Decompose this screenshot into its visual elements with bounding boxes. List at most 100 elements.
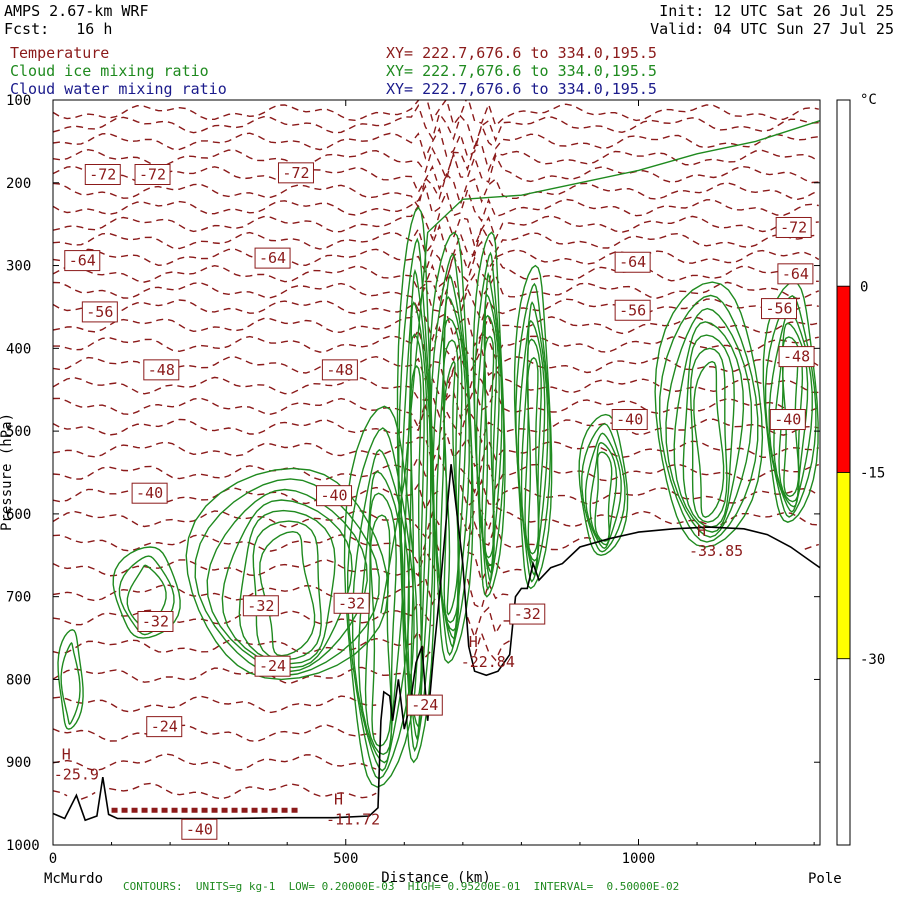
x-axis-label: Distance (km) — [381, 870, 491, 886]
x-tick-label: 500 — [333, 851, 358, 867]
temperature-label: -40 — [186, 820, 213, 838]
field-temperature-name: Temperature — [10, 44, 110, 62]
colorbar-label: -30 — [860, 652, 885, 668]
cloud-ice-contour — [762, 281, 819, 523]
cloud-ice-contour — [483, 335, 495, 559]
temperature-label: -56 — [619, 301, 646, 319]
temperature-contour-line — [53, 790, 68, 797]
temperature-contour-line — [53, 184, 819, 223]
field-cloud-ice-name: Cloud ice mixing ratio — [10, 62, 209, 80]
temperature-contours — [53, 100, 820, 813]
y-tick-label: 500 — [6, 424, 31, 440]
temperature-label-box — [316, 485, 353, 507]
cloud-ice-contour — [472, 231, 506, 598]
temperature-contour-line — [466, 578, 510, 610]
temperature-label: -32 — [514, 605, 541, 623]
temperature-contour-line — [53, 528, 441, 567]
y-tick-label: 100 — [6, 93, 31, 109]
temperature-contour-line — [53, 403, 819, 444]
temperature-label: -64 — [69, 252, 96, 270]
temperature-contour-line — [459, 505, 707, 535]
extremum-marker: H — [697, 522, 706, 540]
cloud-ice-contour — [693, 360, 725, 518]
temperature-label: -72 — [139, 166, 166, 184]
temperature-label-box — [242, 595, 279, 617]
temperature-contour-line — [53, 122, 819, 160]
temperature-contour-line — [53, 204, 819, 249]
temperature-labels: -72 -72 -72 -72 -64 -64 -64 -64 -56 -56 -56 -48 -48 -… — [64, 162, 815, 840]
temperature-contour-line — [459, 478, 820, 508]
temperature-label: -72 — [89, 166, 116, 184]
temperature-contour-line — [53, 151, 819, 194]
temperature-label-box — [611, 409, 648, 431]
cloud-ice-contour — [478, 293, 500, 575]
extremum-value: -25.9 — [54, 766, 99, 784]
temperature-label: -64 — [259, 249, 286, 267]
x-tick-label: 0 — [49, 851, 57, 867]
extremum-value: -11.72 — [326, 810, 380, 828]
temperature-label-box — [778, 346, 815, 368]
temperature-label: -48 — [326, 361, 353, 379]
temperature-label-box — [777, 263, 814, 285]
temperature-label-box — [769, 409, 806, 431]
temperature-label: -64 — [782, 265, 809, 283]
temperature-label-box — [333, 592, 370, 614]
cloud-ice-contour — [594, 451, 613, 542]
left-endpoint-label: McMurdo — [44, 871, 103, 887]
cloud-ice-contour — [513, 264, 553, 590]
temperature-label: -32 — [142, 613, 169, 631]
temperature-contour-line — [53, 753, 377, 772]
colorbar-band — [836, 285, 851, 473]
temperature-contour-line — [459, 463, 819, 495]
field-temperature-xy: XY= 222.7,676.6 to 334.0,195.5 — [386, 44, 657, 62]
temperature-contour-line — [53, 431, 819, 468]
temperature-label-box — [131, 482, 168, 504]
temperature-contour-line — [53, 172, 820, 209]
cloud-ice-contours — [57, 120, 820, 788]
temperature-contour-line — [53, 628, 433, 659]
cloud-ice-contour — [238, 509, 336, 665]
temperature-contour-line — [53, 576, 441, 606]
temperature-label-box — [64, 250, 101, 272]
cloud-ice-contour — [524, 338, 542, 562]
y-tick-label: 600 — [6, 507, 31, 523]
colorbar-label: -15 — [860, 466, 885, 482]
cloud-ice-contour — [673, 321, 745, 533]
field-cloud-water-name: Cloud water mixing ratio — [10, 80, 227, 98]
temperature-contour-line — [53, 240, 820, 283]
temperature-label: -32 — [247, 597, 274, 615]
y-tick-label: 200 — [6, 176, 31, 192]
temperature-label-box — [81, 301, 118, 323]
cloud-ice-contour — [682, 334, 735, 528]
temperature-contour-line — [53, 666, 412, 684]
temperature-label: -32 — [338, 594, 365, 612]
colorbar-band — [836, 472, 851, 660]
extrema-markers: H -25.9 H -11.72 H -22.84 H -33.85 — [54, 522, 743, 828]
temperature-contour-line — [473, 631, 511, 662]
cloud-ice-contour — [185, 467, 389, 681]
temperature-label: -24 — [151, 718, 178, 736]
cloud-ice-contour — [407, 333, 425, 716]
cloud-ice-contour — [429, 252, 473, 657]
cloud-ice-contour — [369, 514, 392, 748]
temperature-contour-line — [53, 100, 819, 127]
temperature-contour-line — [109, 782, 377, 800]
y-tick-label: 400 — [6, 341, 31, 357]
temperature-contour-line — [53, 308, 819, 347]
temperature-label-box — [146, 716, 183, 738]
temperature-label: -24 — [411, 696, 438, 714]
temperature-contour-line — [53, 104, 819, 150]
plot-frame — [52, 99, 821, 846]
temperature-label-box — [775, 216, 812, 238]
temperature-label: -40 — [774, 411, 801, 429]
y-axis-label: Pressure (hPa) — [0, 413, 15, 531]
field-cloud-ice-xy: XY= 222.7,676.6 to 334.0,195.5 — [386, 62, 657, 80]
temperature-label-box — [614, 251, 651, 273]
colorbar-unit: °C — [860, 92, 877, 108]
temperature-label: -48 — [783, 348, 810, 366]
temperature-label-box — [321, 359, 358, 381]
cloud-ice-contour — [364, 492, 397, 756]
extremum-marker: H — [334, 790, 343, 808]
y-tick-label: 900 — [6, 755, 31, 771]
cloud-ice-contour — [428, 231, 474, 664]
